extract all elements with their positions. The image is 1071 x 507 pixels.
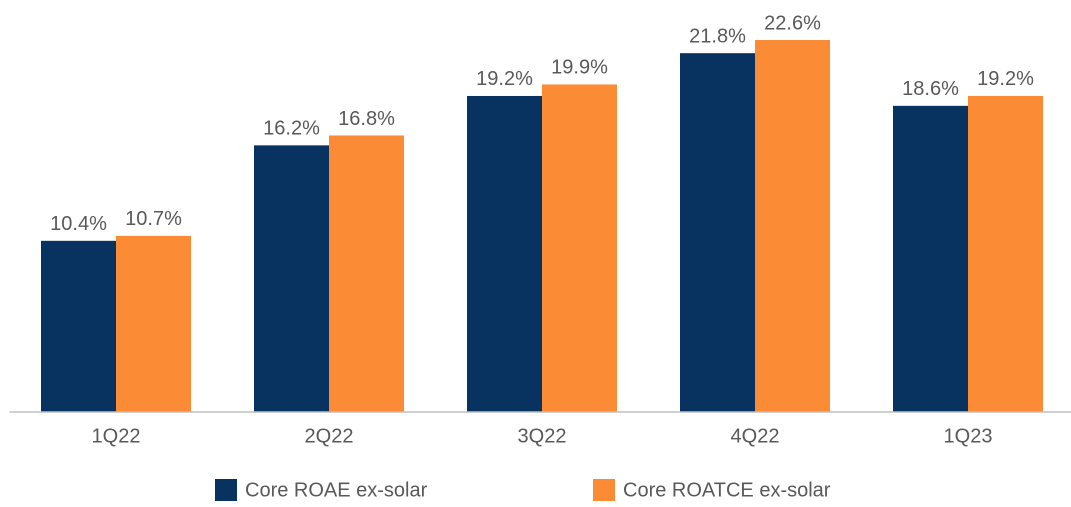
- legend-swatch: [593, 479, 615, 501]
- x-tick-label: 1Q23: [944, 425, 993, 447]
- x-tick-label: 3Q22: [518, 425, 567, 447]
- x-tick-label: 2Q22: [305, 425, 354, 447]
- value-label: 22.6%: [764, 12, 821, 34]
- bar: [254, 145, 329, 412]
- legend-swatch: [215, 479, 237, 501]
- bar: [467, 95, 542, 412]
- bar: [116, 235, 191, 412]
- value-label: 10.7%: [125, 208, 182, 230]
- value-label: 16.8%: [338, 108, 395, 130]
- bar: [893, 105, 968, 413]
- legend-label: Core ROATCE ex-solar: [623, 479, 831, 501]
- value-label: 19.2%: [476, 68, 533, 90]
- value-label: 19.2%: [977, 68, 1034, 90]
- bar: [41, 240, 116, 412]
- bar: [968, 95, 1043, 412]
- value-label: 21.8%: [689, 25, 746, 47]
- value-label: 19.9%: [551, 57, 608, 79]
- bar: [542, 84, 617, 413]
- value-label: 16.2%: [263, 118, 320, 140]
- value-label: 18.6%: [902, 78, 959, 100]
- x-tick-label: 4Q22: [731, 425, 780, 447]
- value-label: 10.4%: [50, 213, 107, 235]
- bar: [680, 53, 755, 413]
- bar: [329, 135, 404, 413]
- bar: [755, 40, 830, 413]
- legend-label: Core ROAE ex-solar: [245, 479, 428, 501]
- x-tick-label: 1Q22: [92, 425, 141, 447]
